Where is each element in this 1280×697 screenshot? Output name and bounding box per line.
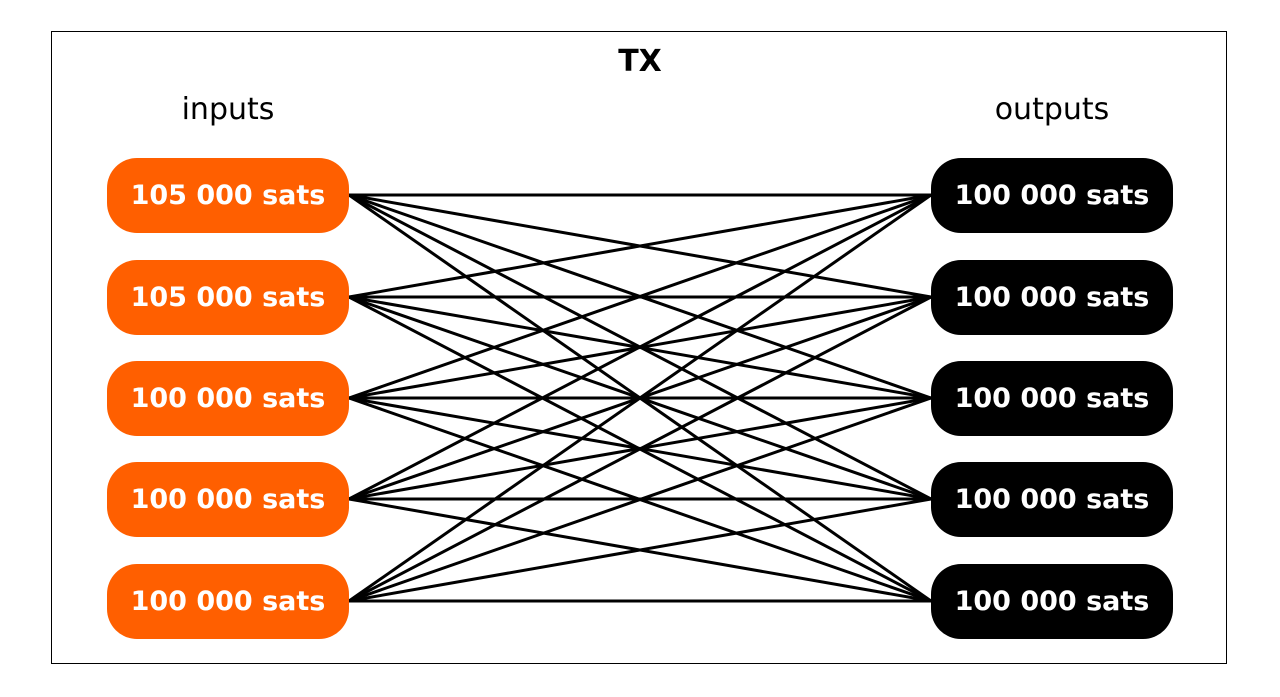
link-input-4-output-1 <box>348 193 932 501</box>
input-node: 100 000 sats <box>107 462 349 537</box>
link-input-2-output-1 <box>348 193 932 299</box>
input-node: 105 000 sats <box>107 158 349 233</box>
input-node: 100 000 sats <box>107 361 349 436</box>
output-node: 100 000 sats <box>931 564 1173 639</box>
input-node: 105 000 sats <box>107 260 349 335</box>
output-node: 100 000 sats <box>931 361 1173 436</box>
outputs-label: outputs <box>994 92 1110 127</box>
link-input-5-output-1 <box>348 193 932 603</box>
inputs-label: inputs <box>181 92 275 127</box>
link-input-3-output-1 <box>348 193 932 400</box>
input-node: 100 000 sats <box>107 564 349 639</box>
link-input-5-output-2 <box>348 295 932 603</box>
diagram-title: TX <box>618 44 662 79</box>
output-node: 100 000 sats <box>931 158 1173 233</box>
output-node: 100 000 sats <box>931 260 1173 335</box>
output-node: 100 000 sats <box>931 462 1173 537</box>
link-input-5-output-3 <box>348 396 932 603</box>
link-input-5-output-4 <box>348 497 932 603</box>
transaction-frame <box>51 31 1227 664</box>
